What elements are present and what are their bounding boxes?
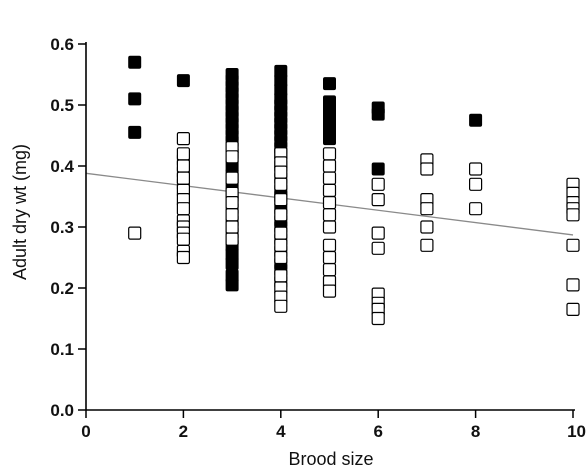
data-point-open [566,302,580,316]
data-point-filled [371,107,385,121]
data-point-open [420,162,434,176]
data-point-filled [176,74,190,88]
data-point-open [274,177,288,191]
data-point-open [420,220,434,234]
x-tick-label: 2 [179,422,188,441]
data-point-open [322,263,337,277]
data-point-filled [225,257,239,271]
data-point-filled [371,162,385,176]
x-tick-label: 0 [81,422,90,441]
data-point-open [225,196,239,210]
data-point-open [322,159,337,173]
data-point-open [176,202,190,216]
data-point-open [322,208,337,222]
data-point-filled [225,278,239,292]
data-point-open [128,226,142,240]
y-tick-label: 0.1 [50,340,74,359]
data-point-filled [128,55,142,69]
data-point-open [566,278,580,292]
data-point-open [322,171,337,185]
x-tick-label: 6 [373,422,382,441]
x-tick-label: 4 [276,422,286,441]
x-axis-title: Brood size [288,449,373,469]
y-tick-label: 0.2 [50,279,74,298]
y-tick-label: 0.3 [50,218,74,237]
data-point-open [322,220,337,234]
data-point-open [469,177,483,191]
data-point-open [225,220,239,234]
data-point-open [274,250,288,265]
data-point-open [274,269,288,283]
x-tick-label: 8 [471,422,480,441]
data-point-open [225,232,239,246]
data-point-open [322,196,337,210]
data-point-open [322,183,337,197]
data-point-filled [469,113,483,127]
axes: 0.0 0.1 0.2 0.3 0.4 0.5 0.6 0 2 4 6 8 10 [50,35,586,441]
data-point-open [225,171,239,185]
data-point-open [469,162,483,176]
data-point-open [371,241,385,255]
data-point-open [371,311,385,326]
data-point-open [176,147,190,161]
data-point-filled [323,77,336,91]
y-tick-label: 0.4 [50,157,74,176]
data-point-open [371,226,385,240]
y-tick-label: 0.6 [50,35,74,54]
data-points [128,55,580,326]
data-point-open [371,177,385,191]
data-point-filled [128,125,142,139]
data-point-open [469,202,483,216]
data-point-open [176,250,190,265]
data-point-open [322,284,337,298]
y-tick-label: 0.0 [50,401,74,420]
data-point-open [420,202,434,216]
data-point-open [274,193,288,207]
x-tick-label: 10 [567,422,586,441]
data-point-open [274,165,288,179]
data-point-open [176,132,190,146]
data-point-open [274,299,288,313]
data-point-open [371,193,385,207]
data-point-open [566,238,580,252]
data-point-filled [128,92,142,106]
data-point-open [225,150,239,164]
data-point-open [274,226,288,240]
data-point-open [176,171,190,185]
data-point-open [225,208,239,222]
data-point-open [420,238,434,252]
data-point-open [322,250,337,265]
data-point-filled [323,132,336,146]
data-point-open [176,159,190,173]
data-point-open [322,238,337,252]
y-tick-label: 0.5 [50,96,74,115]
data-point-open [566,208,580,222]
y-axis-title: Adult dry wt (mg) [10,144,30,280]
data-point-open [176,232,190,246]
data-point-open [322,147,337,161]
data-point-open [274,238,288,252]
data-point-open [274,208,288,222]
